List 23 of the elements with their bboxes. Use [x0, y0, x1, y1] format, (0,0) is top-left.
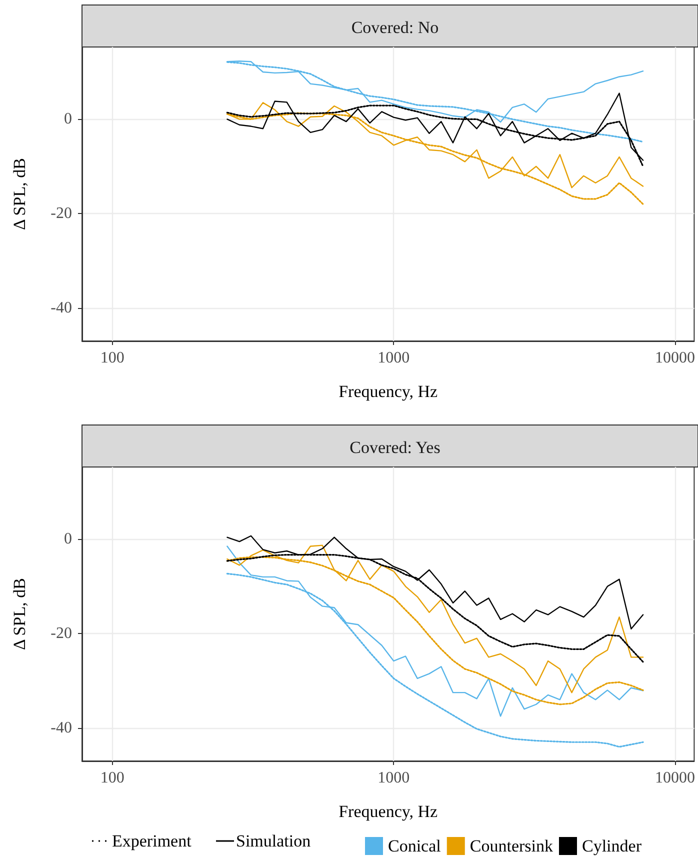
y-tick-label: 0	[64, 110, 72, 128]
y-axis-title: Δ SPL, dB	[10, 578, 29, 650]
chart-title: Covered: Yes	[350, 438, 440, 457]
y-tick-label: -40	[50, 299, 72, 316]
y-tick-label: -40	[50, 719, 72, 736]
legend-label: Countersink	[470, 836, 554, 856]
x-tick-label: 1000	[378, 770, 410, 786]
text: Experiment	[112, 832, 192, 850]
x-tick-label: 100	[100, 770, 124, 786]
legend-label: Cylinder	[582, 836, 642, 856]
text: Simulation	[236, 832, 312, 850]
x-tick-label: 10000	[655, 350, 695, 366]
y-axis-title: Δ SPL, dB	[10, 158, 29, 230]
x-tick-label: 100	[100, 350, 124, 366]
chart-title: Covered: No	[351, 18, 439, 37]
x-tick-label: 10000	[655, 770, 695, 786]
x-axis-title: Frequency, Hz	[338, 802, 438, 821]
x-axis-title: Frequency, Hz	[338, 382, 438, 401]
y-tick-label: -20	[50, 205, 72, 222]
legend-label: Conical	[388, 836, 442, 856]
x-tick-label: 1000	[378, 350, 410, 366]
y-tick-label: -20	[50, 625, 72, 642]
y-tick-label: 0	[64, 530, 72, 548]
